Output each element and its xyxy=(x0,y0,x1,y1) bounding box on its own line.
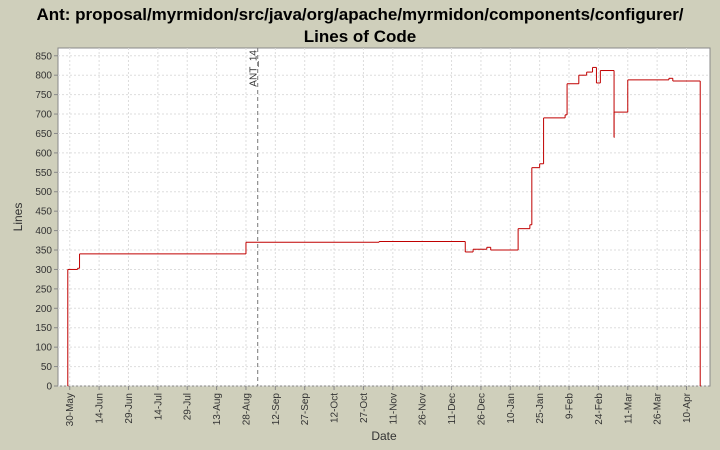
x-tick-label: 25-Jan xyxy=(535,393,546,424)
x-tick-label: 14-Jul xyxy=(153,393,164,420)
chart-title: Lines of Code xyxy=(304,27,416,46)
x-tick-label: 24-Feb xyxy=(594,393,605,425)
x-tick-label: 27-Sep xyxy=(300,393,311,426)
x-tick-label: 29-Jul xyxy=(183,393,194,420)
x-tick-label: 10-Jan xyxy=(506,393,517,424)
x-tick-label: 12-Sep xyxy=(271,393,282,426)
x-tick-label: 28-Aug xyxy=(241,393,252,425)
x-tick-label: 30-May xyxy=(65,393,76,426)
y-tick-label: 550 xyxy=(35,168,52,179)
y-tick-label: 850 xyxy=(35,51,52,62)
x-tick-label: 14-Jun xyxy=(95,393,106,424)
y-tick-label: 50 xyxy=(41,362,53,373)
y-tick-label: 200 xyxy=(35,304,52,315)
x-tick-label: 11-Mar xyxy=(623,392,634,424)
y-tick-label: 600 xyxy=(35,148,52,159)
y-tick-label: 400 xyxy=(35,226,52,237)
y-tick-label: 500 xyxy=(35,187,52,198)
y-tick-label: 0 xyxy=(46,382,52,393)
y-tick-label: 650 xyxy=(35,129,52,140)
y-tick-label: 150 xyxy=(35,323,52,334)
y-axis-label: Lines xyxy=(11,203,25,232)
y-tick-label: 300 xyxy=(35,265,52,276)
annotation-label: ANT_14 xyxy=(249,50,260,87)
x-tick-label: 12-Oct xyxy=(330,393,341,423)
x-tick-label: 29-Jun xyxy=(124,393,135,424)
x-tick-label: 26-Mar xyxy=(653,392,664,424)
x-tick-label: 10-Apr xyxy=(682,392,693,423)
y-tick-label: 800 xyxy=(35,71,52,82)
y-tick-label: 700 xyxy=(35,110,52,121)
x-tick-label: 27-Oct xyxy=(359,393,370,423)
x-axis-label: Date xyxy=(371,429,397,443)
y-tick-label: 750 xyxy=(35,90,52,101)
y-tick-label: 350 xyxy=(35,246,52,257)
plot-area xyxy=(57,47,711,387)
y-tick-label: 450 xyxy=(35,207,52,218)
x-tick-label: 9-Feb xyxy=(565,393,576,420)
x-tick-label: 26-Dec xyxy=(476,393,487,425)
x-tick-label: 11-Nov xyxy=(388,393,399,425)
x-tick-label: 11-Dec xyxy=(447,393,458,425)
chart-title: Ant: proposal/myrmidon/src/java/org/apac… xyxy=(36,5,683,24)
x-tick-label: 13-Aug xyxy=(212,393,223,425)
y-tick-label: 250 xyxy=(35,284,52,295)
y-tick-label: 100 xyxy=(35,343,52,354)
x-tick-label: 26-Nov xyxy=(418,393,429,425)
